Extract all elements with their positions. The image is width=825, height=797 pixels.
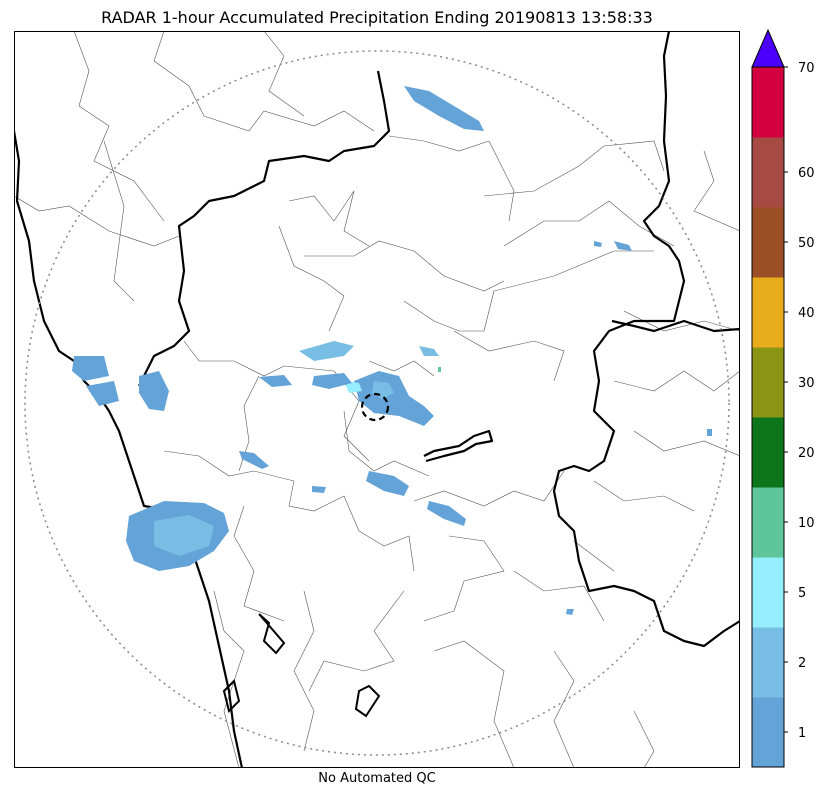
radar-map[interactable] [14,31,740,768]
map-title: RADAR 1-hour Accumulated Precipitation E… [101,8,653,27]
colorbar-segment [752,487,784,558]
colorbar-tick-label: 1 [798,726,806,741]
colorbar-tick-label: 20 [798,446,815,461]
colorbar-tick-label: 2 [798,656,806,671]
colorbar-segment [752,627,784,698]
colorbar-segment [752,207,784,278]
district-boundaries [14,31,740,768]
radar-site-marker [360,392,390,422]
boundary-shapes [222,613,381,718]
colorbar-segment [752,417,784,488]
state-boundaries [14,31,740,768]
precipitation-echoes [72,86,712,615]
colorbar-tick-label: 50 [798,236,815,251]
colorbar-segment [752,67,784,138]
footer-note: No Automated QC [318,771,436,786]
colorbar-tick-label: 40 [798,306,815,321]
range-ring [24,50,730,756]
colorbar-segment [752,697,784,768]
colorbar-tick-label: 70 [798,61,815,76]
colorbar-tick-label: 10 [798,516,815,531]
colorbar-segment [752,557,784,628]
colorbar-tick-label: 5 [798,586,806,601]
precipitation-colorbar: 1 2 5 10 20 30 40 50 60 70 [751,28,825,770]
colorbar-segment [752,137,784,208]
colorbar-segment [752,277,784,348]
colorbar-segment [752,347,784,418]
colorbar-tick-label: 60 [798,166,815,181]
colorbar-extend-arrow [751,28,785,68]
colorbar-tick-label: 30 [798,376,815,391]
